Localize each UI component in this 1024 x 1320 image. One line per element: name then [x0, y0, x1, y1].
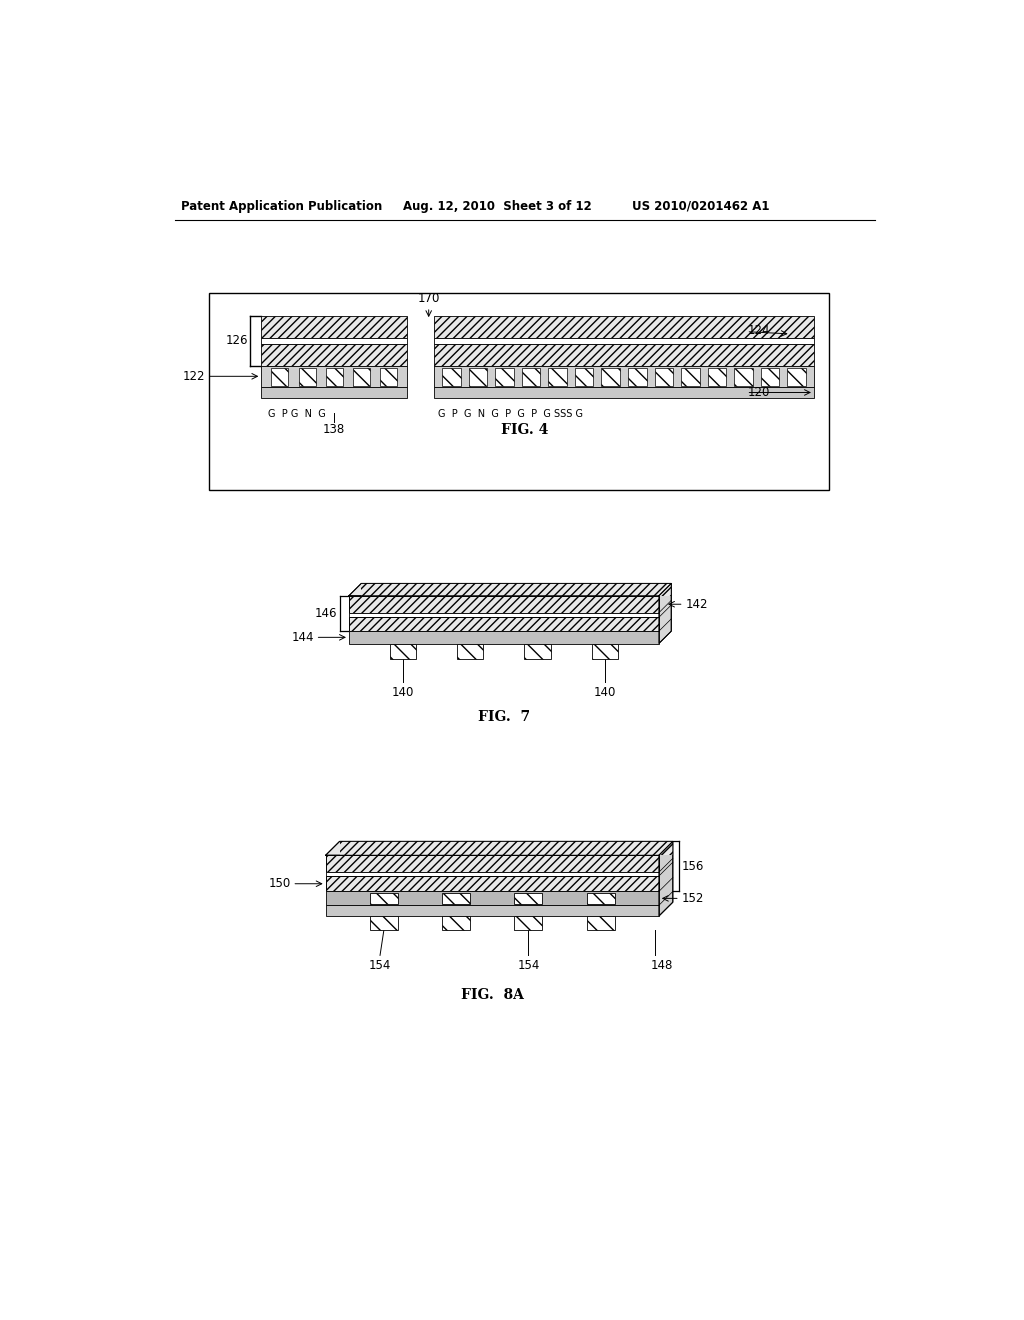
Text: 154: 154	[369, 960, 391, 973]
Text: FIG.  7: FIG. 7	[478, 710, 530, 725]
Text: 124: 124	[748, 323, 770, 337]
Text: 138: 138	[323, 424, 345, 437]
Bar	[352, 368, 370, 385]
Text: 126: 126	[225, 334, 248, 347]
Bar	[349, 631, 658, 644]
Text: 122: 122	[183, 370, 206, 383]
Text: 152: 152	[681, 892, 703, 906]
Text: 120: 120	[748, 385, 770, 399]
Bar	[524, 644, 551, 659]
Bar	[442, 368, 461, 385]
Bar	[548, 368, 567, 385]
Text: 142: 142	[685, 598, 708, 611]
Bar	[434, 345, 814, 366]
Text: 156: 156	[681, 859, 703, 873]
Bar	[361, 583, 672, 595]
Text: G  P G  N  G: G P G N G	[267, 409, 326, 420]
Text: 140: 140	[392, 686, 414, 698]
Text: Patent Application Publication: Patent Application Publication	[180, 199, 382, 213]
Bar	[349, 612, 658, 618]
Text: G  P  G  N  G  P  G  P  G SSS G: G P G N G P G P G SSS G	[438, 409, 583, 420]
Bar	[587, 892, 614, 904]
Text: 148: 148	[651, 960, 674, 973]
Bar	[592, 644, 617, 659]
Bar	[349, 595, 658, 612]
Bar	[271, 368, 289, 385]
Text: 144: 144	[292, 631, 314, 644]
Bar	[326, 876, 658, 891]
Bar	[442, 892, 470, 904]
Bar	[587, 916, 614, 929]
Bar	[469, 368, 487, 385]
Bar	[761, 368, 779, 385]
Polygon shape	[349, 583, 672, 595]
Bar	[261, 338, 407, 345]
Bar	[326, 873, 658, 876]
Bar	[681, 368, 699, 385]
Text: 154: 154	[517, 960, 540, 973]
Bar	[326, 368, 343, 385]
Text: 140: 140	[594, 686, 616, 698]
Bar	[380, 368, 397, 385]
Bar	[326, 855, 658, 873]
Bar	[349, 618, 658, 631]
Bar	[370, 892, 398, 904]
Bar	[326, 906, 658, 916]
Bar	[628, 368, 646, 385]
Bar	[299, 368, 315, 385]
Bar	[434, 387, 814, 397]
Text: FIG. 4: FIG. 4	[501, 424, 549, 437]
Bar	[434, 338, 814, 345]
Bar	[654, 368, 673, 385]
Polygon shape	[326, 841, 673, 855]
Bar	[514, 916, 543, 929]
Bar	[261, 387, 407, 397]
Bar	[390, 644, 416, 659]
Text: US 2010/0201462 A1: US 2010/0201462 A1	[632, 199, 769, 213]
Bar	[209, 293, 829, 490]
Bar	[434, 317, 814, 338]
Bar	[514, 892, 543, 904]
Text: FIG.  8A: FIG. 8A	[461, 989, 523, 1002]
Bar	[340, 841, 673, 855]
Bar	[261, 366, 407, 387]
Bar	[708, 368, 726, 385]
Bar	[442, 916, 470, 929]
Text: 170: 170	[418, 292, 440, 305]
Bar	[261, 317, 407, 338]
Bar	[434, 366, 814, 387]
Polygon shape	[658, 841, 673, 916]
Bar	[601, 368, 620, 385]
Text: 150: 150	[268, 878, 291, 890]
Bar	[496, 368, 514, 385]
Bar	[574, 368, 594, 385]
Bar	[326, 891, 658, 906]
Bar	[457, 644, 483, 659]
Bar	[261, 345, 407, 366]
Bar	[370, 916, 398, 929]
Bar	[787, 368, 806, 385]
Polygon shape	[658, 583, 672, 644]
Bar	[522, 368, 541, 385]
Text: 146: 146	[314, 607, 337, 620]
Text: Aug. 12, 2010  Sheet 3 of 12: Aug. 12, 2010 Sheet 3 of 12	[403, 199, 592, 213]
Bar	[734, 368, 753, 385]
